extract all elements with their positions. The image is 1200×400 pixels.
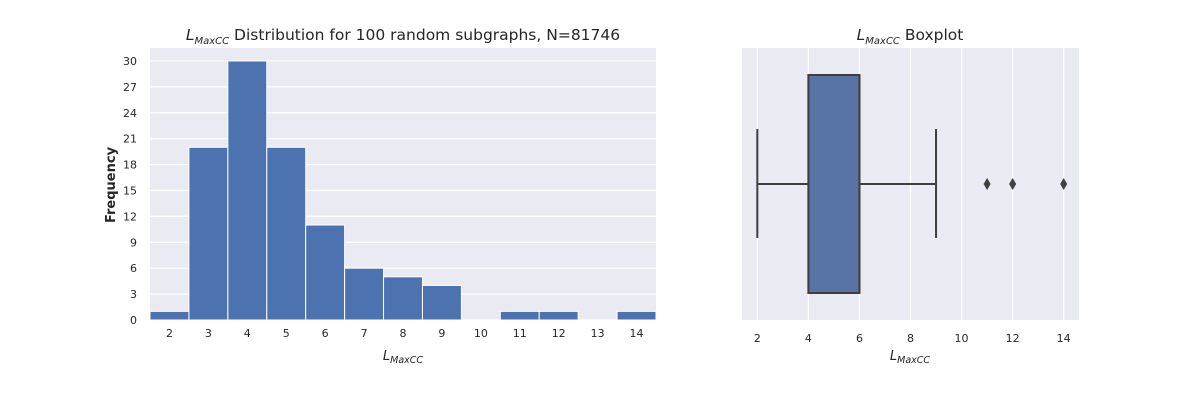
histogram-bar (266, 146, 307, 321)
boxplot-title: LMaxCC Boxplot (857, 26, 964, 47)
histogram-bars (149, 60, 657, 321)
histogram-x-tick-label: 2 (166, 327, 173, 340)
boxplot-xlabel-symbol: L (890, 349, 897, 364)
histogram-bar (149, 310, 190, 321)
boxplot-x-axis-label: LMaxCC (890, 349, 931, 366)
boxplot-title-symbol: L (857, 26, 866, 44)
histogram-y-tick-label: 6 (130, 262, 137, 275)
histogram-xlabel-symbol: L (383, 349, 390, 364)
histogram-y-axis-label: Frequency (104, 146, 119, 223)
boxplot-title-text: Boxplot (900, 26, 963, 44)
histogram-x-tick-label: 11 (513, 327, 527, 340)
boxplot-outlier (1060, 178, 1068, 190)
boxplot-x-tick-label: 6 (856, 332, 863, 345)
histogram-bar (383, 276, 423, 321)
histogram-y-ticks: 0 3 6 9 12 15 18 21 24 27 30 (123, 55, 137, 327)
histogram-y-tick-label: 3 (130, 288, 137, 301)
histogram-bar (499, 310, 540, 321)
boxplot-x-tick-label: 14 (1057, 332, 1071, 345)
histogram-x-axis-label: LMaxCC (383, 349, 424, 366)
histogram-xlabel-subscript: MaxCC (390, 355, 423, 366)
boxplot-x-ticks: 2 4 6 8 10 12 14 (754, 332, 1071, 345)
histogram-bar (227, 60, 268, 321)
histogram-x-tick-label: 7 (361, 327, 368, 340)
histogram-x-tick-label: 14 (630, 327, 644, 340)
boxplot-box (807, 74, 861, 294)
boxplot-outlier (1009, 178, 1017, 190)
boxplot-marks (756, 74, 1068, 294)
histogram-bar (538, 310, 579, 321)
histogram-x-ticks: 2 3 4 5 6 7 8 9 10 11 12 13 14 (166, 327, 644, 340)
histogram-x-tick-label: 9 (438, 327, 445, 340)
boxplot-x-tick-label: 10 (955, 332, 969, 345)
histogram-y-tick-label: 9 (130, 236, 137, 249)
histogram-bar (421, 284, 462, 321)
boxplot-title-subscript: MaxCC (865, 36, 900, 47)
histogram-x-tick-label: 4 (244, 327, 251, 340)
histogram-y-tick-label: 12 (123, 210, 137, 223)
histogram-bar (188, 146, 229, 321)
histogram-x-tick-label: 5 (283, 327, 290, 340)
histogram-y-tick-label: 21 (123, 133, 137, 146)
boxplot-x-tick-label: 8 (907, 332, 914, 345)
histogram-x-tick-label: 12 (552, 327, 566, 340)
histogram-y-tick-label: 0 (130, 314, 137, 327)
boxplot-x-tick-label: 4 (805, 332, 812, 345)
boxplot-x-tick-label: 12 (1006, 332, 1020, 345)
histogram-bar (344, 267, 385, 321)
boxplot-panel: 2 4 6 8 10 12 14 LMaxCC Boxplot LMaxCC (742, 26, 1079, 366)
histogram-title-symbol: L (186, 26, 195, 44)
histogram-y-tick-label: 18 (123, 159, 137, 172)
histogram-x-tick-label: 13 (591, 327, 605, 340)
histogram-y-tick-label: 27 (123, 81, 137, 94)
histogram-title-subscript: MaxCC (194, 36, 229, 47)
histogram-bar (616, 310, 657, 321)
histogram-y-tick-label: 15 (123, 184, 137, 197)
histogram-x-tick-label: 6 (322, 327, 329, 340)
histogram-x-tick-label: 3 (205, 327, 212, 340)
histogram-bar (305, 224, 346, 321)
histogram-x-tick-label: 10 (474, 327, 488, 340)
histogram-x-tick-label: 8 (400, 327, 407, 340)
boxplot-outlier (983, 178, 991, 190)
boxplot-xlabel-subscript: MaxCC (897, 355, 930, 366)
histogram-y-tick-label: 30 (123, 55, 137, 68)
histogram-y-tick-label: 24 (123, 107, 137, 120)
histogram-title-text: Distribution for 100 random subgraphs, N… (229, 26, 620, 44)
histogram-title: LMaxCC Distribution for 100 random subgr… (186, 26, 620, 47)
boxplot-x-tick-label: 2 (754, 332, 761, 345)
